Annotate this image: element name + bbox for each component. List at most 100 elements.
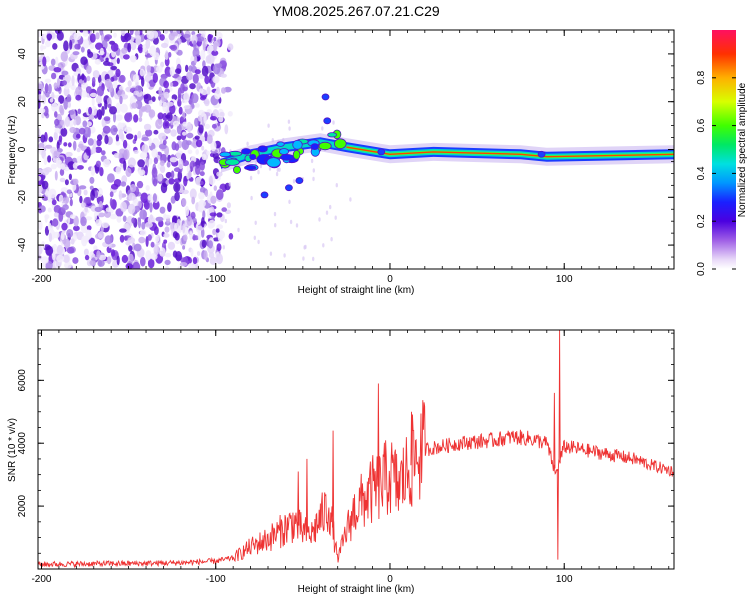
noise-speckle <box>176 135 182 141</box>
noise-speckle <box>209 256 217 265</box>
spectrogram-ytick-label: 0 <box>17 146 28 152</box>
noise-speckle <box>133 114 139 123</box>
noise-speckle <box>120 103 128 114</box>
noise-speckle <box>65 74 71 83</box>
noise-speckle <box>61 80 67 86</box>
noise-speckle <box>139 152 148 159</box>
noise-speckle <box>51 102 58 112</box>
noise-speckle <box>164 252 172 258</box>
noise-speckle <box>201 145 205 151</box>
noise-speckle <box>38 245 43 256</box>
noise-speckle <box>72 257 79 264</box>
noise-speckle <box>119 228 127 233</box>
noise-speckle <box>192 73 199 84</box>
noise-speckle <box>267 123 270 128</box>
noise-speckle <box>212 228 217 236</box>
noise-speckle <box>92 70 100 79</box>
noise-speckle <box>77 108 82 115</box>
noise-speckle <box>63 40 69 52</box>
snr-series-line <box>38 330 674 569</box>
noise-speckle <box>90 166 96 176</box>
noise-speckle <box>167 241 176 250</box>
noise-speckle <box>53 231 60 239</box>
noise-speckle <box>246 141 249 146</box>
noise-speckle <box>51 251 56 261</box>
noise-speckle <box>134 30 140 37</box>
noise-speckle <box>60 119 64 126</box>
noise-speckle <box>110 65 118 71</box>
noise-speckle <box>198 199 206 208</box>
noise-speckle <box>186 215 193 226</box>
noise-speckle <box>198 115 203 122</box>
noise-speckle <box>325 273 327 277</box>
noise-speckle <box>90 189 95 201</box>
noise-speckle <box>91 77 96 85</box>
noise-speckle <box>72 140 77 151</box>
noise-speckle <box>67 142 72 148</box>
noise-speckle <box>162 113 168 121</box>
signal-blob <box>232 165 241 174</box>
noise-speckle <box>228 233 234 240</box>
noise-speckle <box>38 193 42 198</box>
noise-speckle <box>283 253 286 258</box>
noise-speckle <box>224 218 227 224</box>
noise-speckle <box>60 51 68 62</box>
noise-speckle <box>50 58 56 66</box>
noise-speckle <box>52 218 59 227</box>
noise-speckle <box>257 170 260 175</box>
noise-speckle <box>200 49 206 61</box>
noise-speckle <box>166 112 173 122</box>
noise-speckle <box>168 51 172 58</box>
noise-speckle <box>66 246 75 254</box>
noise-speckle <box>71 75 75 87</box>
colorbar-ticks: 0.0 0.2 0.4 0.6 0.8 <box>696 70 736 276</box>
noise-speckle <box>224 124 229 135</box>
colorbar-tick-label: 0.6 <box>696 118 707 132</box>
noise-speckle <box>304 244 307 250</box>
signal-blob <box>318 141 332 151</box>
noise-speckle <box>115 141 121 146</box>
noise-speckle <box>145 38 151 49</box>
noise-speckle <box>174 191 180 202</box>
noise-speckle <box>69 126 76 134</box>
noise-speckle <box>83 248 89 256</box>
noise-speckle <box>58 194 64 203</box>
noise-speckle <box>94 206 103 213</box>
noise-speckle <box>109 191 114 198</box>
noise-speckle <box>87 138 94 146</box>
noise-speckle <box>115 114 123 121</box>
noise-speckle <box>147 195 152 201</box>
noise-speckle <box>169 30 174 34</box>
signal-blob <box>285 184 293 192</box>
noise-speckle <box>149 45 157 57</box>
noise-speckle <box>127 80 132 87</box>
noise-speckle <box>82 39 90 49</box>
noise-speckle <box>151 96 156 102</box>
noise-speckle <box>152 178 158 187</box>
noise-speckle <box>183 175 188 187</box>
noise-speckle <box>56 254 65 263</box>
noise-speckle <box>46 30 53 35</box>
snr-frame <box>37 329 675 570</box>
noise-speckle <box>152 36 159 45</box>
noise-speckle <box>125 263 133 269</box>
noise-speckle <box>115 68 121 78</box>
noise-speckle <box>202 41 206 53</box>
noise-speckle <box>329 204 332 210</box>
noise-speckle <box>164 57 170 67</box>
noise-speckle <box>121 47 128 54</box>
noise-speckle <box>76 147 81 153</box>
noise-speckle <box>169 157 178 163</box>
noise-speckle <box>102 125 111 134</box>
figure-title: YM08.2025.267.07.21.C29 <box>272 3 440 19</box>
noise-speckle <box>83 189 88 196</box>
noise-speckle <box>208 219 216 229</box>
noise-speckle <box>209 116 218 121</box>
noise-speckle <box>216 63 223 69</box>
noise-speckle <box>122 139 128 149</box>
noise-speckle <box>177 170 183 182</box>
noise-speckle <box>138 236 146 244</box>
noise-speckle <box>176 30 183 35</box>
noise-speckle <box>118 128 124 140</box>
noise-speckle <box>206 150 210 156</box>
